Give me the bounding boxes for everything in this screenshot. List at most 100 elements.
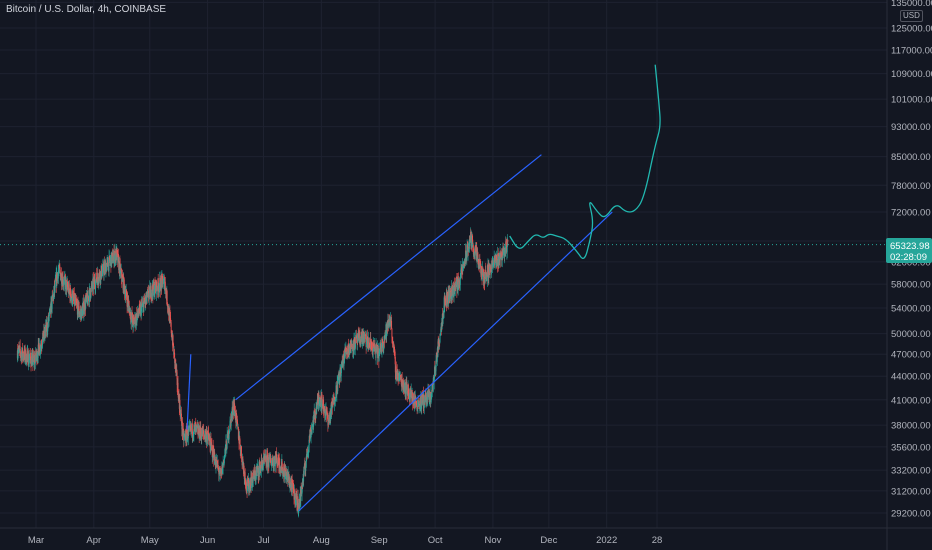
candle-body [26, 354, 28, 363]
candle-body [17, 355, 19, 359]
candle-body [373, 346, 375, 349]
candle-body [319, 399, 321, 401]
candle-body [395, 366, 397, 380]
candle-body [318, 397, 319, 405]
candle-body [304, 463, 306, 468]
candle-body [241, 459, 243, 466]
candle-body [355, 336, 356, 348]
candle-body [364, 334, 366, 337]
candle-body [219, 468, 221, 470]
candle-body [454, 284, 456, 294]
candle-body [185, 429, 187, 431]
candle-body [218, 473, 220, 475]
candle-body [436, 353, 438, 355]
candle-body [297, 496, 299, 512]
price-tick-label: 47000.00 [891, 350, 931, 361]
price-axis[interactable]: 29200.00 31200.00 33200.00 35600.00 38000.00… [891, 0, 932, 520]
candle-body [146, 292, 148, 301]
candle-body [493, 264, 494, 266]
candle-body [301, 487, 303, 495]
time-axis[interactable]: Mar Apr May Jun Jul Aug Sep Oct Nov Dec 2022 28 [28, 535, 663, 546]
candle-body [195, 425, 197, 428]
candle-body [215, 462, 217, 467]
candle-body [217, 460, 218, 468]
candle-body [296, 500, 298, 507]
candle-body [89, 293, 91, 299]
candle-body [165, 289, 167, 294]
candle-body [454, 284, 456, 292]
candle-body [507, 239, 509, 242]
candle-body [170, 322, 172, 334]
candle-body [142, 303, 144, 306]
candle-body [441, 322, 443, 332]
channel-upper-line[interactable] [235, 154, 542, 401]
candle-body [394, 355, 396, 357]
candle-body [36, 357, 38, 362]
candle-body [357, 333, 359, 336]
candle-body [478, 259, 480, 264]
candle-body [43, 338, 44, 341]
candle-body [248, 483, 250, 489]
projection-path[interactable] [509, 64, 661, 259]
symbol-title[interactable]: Bitcoin / U.S. Dollar, 4h, COINBASE [6, 4, 167, 15]
candle-body [359, 332, 361, 343]
candle-body [94, 279, 96, 285]
candle-body [310, 431, 312, 438]
candle-body [401, 378, 403, 383]
drawings[interactable] [0, 64, 887, 512]
candle-body [176, 372, 178, 386]
candle-body [83, 301, 85, 315]
candle-body [108, 255, 110, 271]
candle-body [379, 351, 380, 353]
candle-body [480, 266, 482, 274]
candle-body [485, 274, 487, 278]
candle-body [126, 296, 128, 307]
candle-body [181, 413, 182, 424]
candle-body [325, 407, 327, 412]
candle-body [283, 470, 285, 478]
candle-body [181, 421, 183, 435]
candle-body [462, 264, 464, 267]
candle-body [354, 347, 356, 349]
candle-body [147, 291, 149, 293]
candle-body [244, 477, 246, 480]
candle-body [186, 435, 188, 442]
candle-body [238, 434, 240, 443]
candle-body [327, 420, 329, 426]
candle-body [211, 446, 213, 458]
candle-body [443, 312, 445, 315]
candle-body [87, 290, 89, 298]
candle-body [22, 347, 24, 357]
candle-body [138, 305, 140, 315]
channel-lower-line[interactable] [298, 211, 613, 512]
candle-body [336, 393, 338, 396]
candle-body [313, 414, 315, 427]
candle-body [420, 396, 422, 398]
candle-body [138, 315, 140, 316]
candle-body [486, 272, 488, 276]
candle-body [81, 306, 83, 309]
candle-body [200, 433, 202, 435]
annotation-stroke[interactable] [186, 354, 192, 430]
candle-body [319, 400, 320, 405]
candle-body [203, 433, 205, 435]
candle-body [248, 478, 250, 492]
currency-badge[interactable]: USD [900, 10, 923, 22]
candle-body [286, 476, 288, 480]
candle-body [56, 273, 58, 281]
candle-body [494, 258, 496, 264]
candle-body [448, 295, 449, 304]
candle-body [386, 324, 388, 331]
candle-body [212, 456, 214, 458]
candle-body [38, 343, 40, 348]
candle-body [35, 355, 37, 358]
price-tick-label: 78000.00 [891, 181, 931, 192]
candle-body [466, 245, 468, 261]
candle-body [143, 302, 145, 312]
candle-body [335, 397, 337, 400]
candle-body [348, 345, 350, 353]
price-tick-label: 54000.00 [891, 303, 931, 314]
candle-body [187, 429, 189, 440]
candle-body [34, 358, 36, 364]
